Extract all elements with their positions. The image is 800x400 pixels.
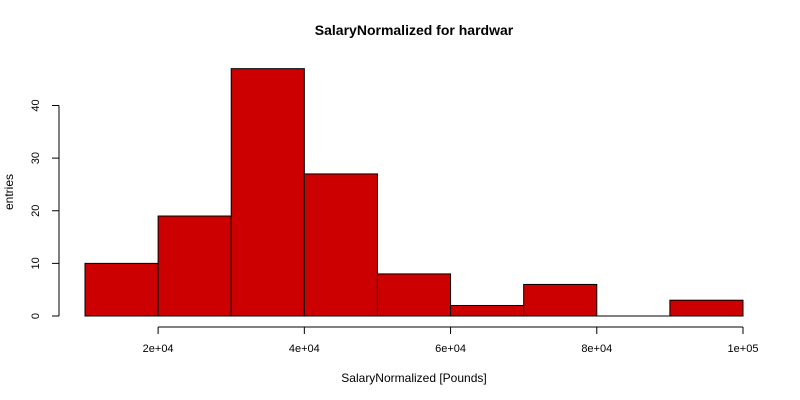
x-axis: 2e+04 4e+04 6e+04 8e+04 1e+05 (143, 326, 759, 355)
y-tick-label: 0 (30, 313, 42, 319)
histogram-bar (84, 262, 159, 317)
histogram-bar (523, 283, 598, 317)
x-axis-label: SalaryNormalized [Pounds] (341, 371, 486, 385)
y-tick-label: 10 (30, 257, 42, 269)
histogram-bar (230, 68, 305, 317)
y-axis: 0 10 20 30 40 (30, 99, 60, 319)
bars-group (84, 68, 744, 317)
histogram-bar (669, 299, 744, 317)
histogram-bar (376, 273, 452, 317)
x-tick-label: 1e+05 (728, 343, 759, 355)
y-tick-label: 20 (30, 205, 42, 217)
histogram-bar (303, 173, 378, 317)
histogram-bar (450, 304, 525, 317)
y-tick-label: 30 (30, 152, 42, 164)
x-tick-label: 8e+04 (581, 343, 612, 355)
x-tick-label: 4e+04 (289, 343, 320, 355)
y-axis-label: entries (2, 174, 16, 210)
chart-title: SalaryNormalized for hardwar (315, 22, 514, 38)
x-tick-label: 6e+04 (435, 343, 466, 355)
x-tick-label: 2e+04 (143, 343, 174, 355)
histogram-bar (157, 215, 232, 317)
y-tick-label: 40 (30, 99, 42, 111)
